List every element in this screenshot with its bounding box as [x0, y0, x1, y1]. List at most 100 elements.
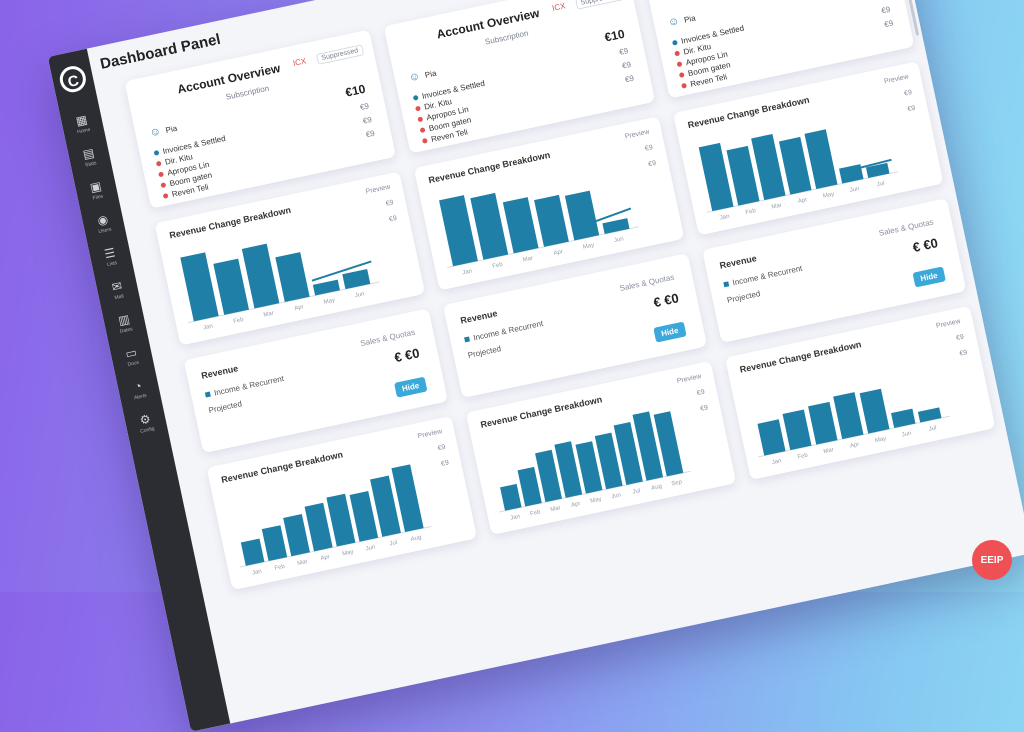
- bar[interactable]: [757, 419, 786, 456]
- bar[interactable]: [283, 514, 310, 557]
- settings-icon: ⚙: [138, 411, 152, 428]
- bar[interactable]: [859, 388, 890, 434]
- bullet-icon: [162, 192, 169, 199]
- bar[interactable]: [312, 279, 340, 296]
- chart-side-label: €9: [903, 89, 913, 98]
- app-logo[interactable]: C: [57, 63, 89, 95]
- card-value: €9: [880, 4, 892, 16]
- user-chip[interactable]: ☺ Pia: [148, 122, 179, 140]
- hide-button[interactable]: Hide: [652, 321, 687, 343]
- bullet-icon: [421, 137, 428, 144]
- tick-label: Jan: [771, 458, 782, 466]
- bar[interactable]: [833, 392, 864, 440]
- list-icon: ☰: [103, 245, 117, 262]
- bar[interactable]: [778, 136, 812, 195]
- bar[interactable]: [470, 192, 509, 260]
- bar[interactable]: [240, 538, 265, 566]
- bar[interactable]: [517, 466, 542, 507]
- chart-side-label: €9: [388, 214, 398, 224]
- bullet-icon: [419, 127, 426, 134]
- bar[interactable]: [653, 411, 684, 477]
- bar[interactable]: [891, 408, 916, 429]
- bar[interactable]: [698, 142, 734, 212]
- bar[interactable]: [808, 401, 838, 445]
- tick-label: Mar: [263, 311, 274, 319]
- hide-button[interactable]: Hide: [912, 266, 946, 288]
- bar[interactable]: [370, 475, 401, 537]
- bar[interactable]: [326, 493, 356, 547]
- tick-label: May: [590, 497, 602, 505]
- tick-label: Feb: [745, 208, 757, 216]
- bell-icon: ◔: [133, 378, 144, 394]
- folder-icon: ▣: [88, 178, 103, 195]
- sidebar-item-label: Users: [98, 226, 113, 236]
- bar-chart: Jan Feb Mar Apr May Jun Jul Aug: [239, 464, 432, 577]
- bar[interactable]: [564, 190, 600, 241]
- bar[interactable]: [439, 195, 478, 267]
- chart-card: Revenue Change Breakdown Preview €9 €9 Jan Fe…: [724, 305, 996, 480]
- calendar-icon: ▥: [116, 311, 131, 328]
- card-subtitle: Subscription: [224, 83, 270, 102]
- list-item-label: Invoices & Settled: [161, 133, 227, 156]
- bar[interactable]: [575, 441, 603, 494]
- mail-icon: ✉: [110, 278, 124, 295]
- kpi-value: € €0: [652, 290, 681, 311]
- tick-label: Mar: [522, 255, 533, 263]
- tick-label: Jun: [354, 291, 365, 299]
- bullet-icon: [681, 82, 688, 89]
- kpi-line-label: Income & Recurrent: [731, 263, 804, 288]
- user-icon: ☺: [148, 125, 163, 140]
- kpi-line: Projected: [208, 399, 243, 415]
- bar[interactable]: [342, 268, 371, 290]
- bullet-icon: [678, 72, 685, 78]
- tick-label: Jan: [203, 324, 214, 332]
- bar[interactable]: [726, 145, 760, 206]
- tick-label: Mar: [297, 559, 308, 567]
- bar[interactable]: [917, 407, 942, 423]
- bar[interactable]: [782, 409, 812, 451]
- corner-badge[interactable]: EEIP: [972, 540, 1012, 580]
- chart-card: Revenue Change Breakdown Preview €9 €9 Jan Fe…: [413, 116, 685, 291]
- tick-label: Mar: [550, 505, 561, 513]
- bar[interactable]: [241, 243, 280, 309]
- bar[interactable]: [261, 525, 288, 562]
- bar[interactable]: [275, 252, 310, 302]
- tick-label: Apr: [294, 304, 304, 312]
- grid-icon: ▦: [74, 112, 89, 129]
- bar[interactable]: [865, 162, 890, 178]
- bar[interactable]: [535, 449, 563, 503]
- tick-label: Jul: [876, 181, 885, 188]
- bar[interactable]: [180, 252, 219, 322]
- bar[interactable]: [391, 464, 424, 533]
- filter-chip[interactable]: Suppressed: [315, 44, 365, 65]
- filter-chip[interactable]: Suppressed: [574, 0, 624, 10]
- bar-chart: Jan Feb Mar Apr May Jun Jul: [757, 388, 951, 466]
- bar[interactable]: [594, 432, 623, 490]
- bar[interactable]: [500, 483, 522, 511]
- bullet-icon: [412, 94, 419, 101]
- tick-label: Jan: [252, 569, 263, 577]
- kpi-line: Projected: [726, 289, 761, 305]
- bar[interactable]: [751, 133, 786, 201]
- bar[interactable]: [602, 218, 630, 235]
- user-chip[interactable]: ☺ Pia: [667, 12, 697, 29]
- bar[interactable]: [534, 194, 569, 247]
- sidebar-item-config[interactable]: ⚙ Config: [123, 403, 169, 445]
- bar[interactable]: [632, 411, 664, 481]
- user-chip[interactable]: ☺ Pia: [408, 67, 438, 84]
- tick-label: Jan: [719, 214, 730, 222]
- bar[interactable]: [554, 441, 583, 498]
- tick-label: Jun: [614, 236, 625, 244]
- bar-chart: Jan Feb Mar Apr May Jun Jul Aug Sep: [499, 411, 691, 522]
- bar[interactable]: [613, 421, 643, 485]
- chart-side-label: €9: [437, 443, 447, 453]
- hide-button[interactable]: Hide: [393, 376, 428, 398]
- bar[interactable]: [213, 258, 250, 315]
- bar[interactable]: [804, 129, 838, 190]
- bar[interactable]: [304, 502, 333, 552]
- bar[interactable]: [502, 197, 539, 254]
- bullet-icon: [676, 61, 683, 68]
- bar[interactable]: [349, 491, 379, 542]
- tick-label: Jul: [632, 488, 641, 495]
- sidebar-item-label: Docs: [127, 359, 140, 368]
